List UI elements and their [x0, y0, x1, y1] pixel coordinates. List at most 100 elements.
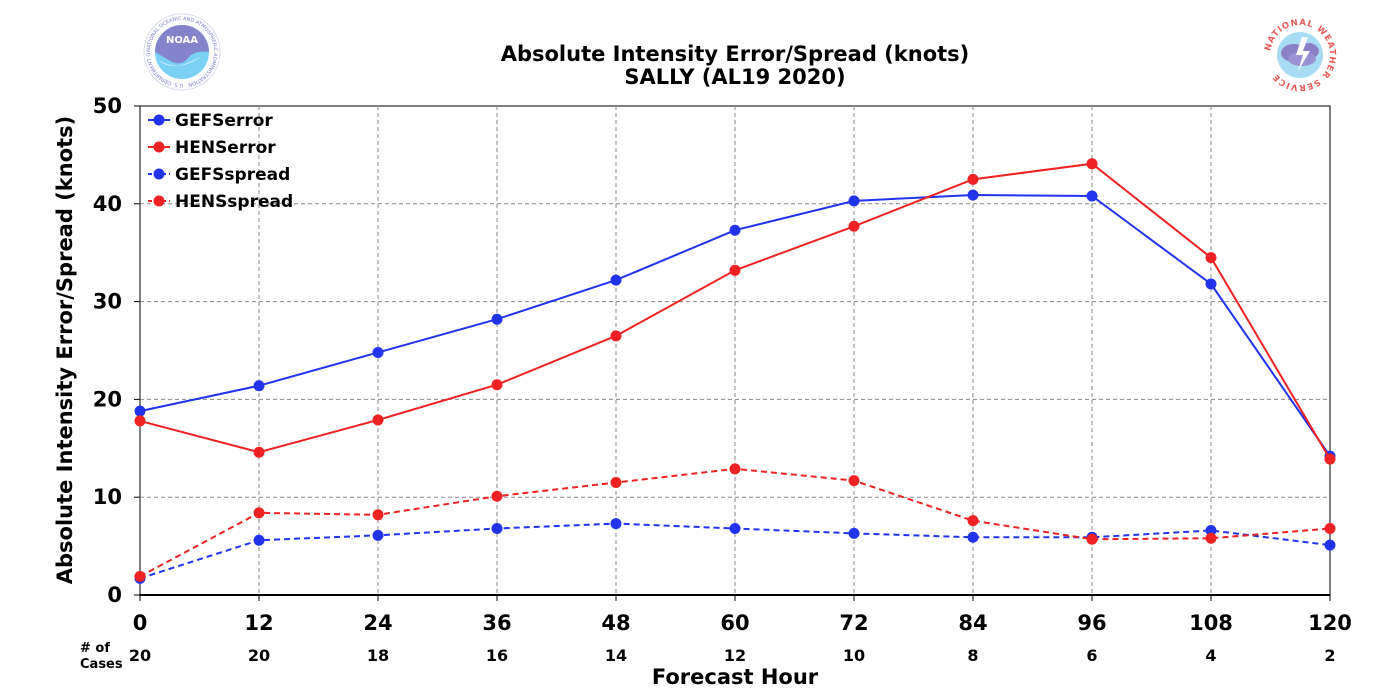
legend-item-hensspread: HENSspread: [148, 192, 293, 212]
data-point-gefsspread: [610, 518, 622, 530]
data-point-gefsspread: [1324, 539, 1336, 551]
legend-item-henserror: HENSerror: [148, 138, 276, 158]
data-point-gefserror: [253, 380, 265, 392]
cases-row: 20 20 18 16 14 12 10 8 6 4 2: [129, 646, 1336, 665]
data-point-gefserror: [372, 346, 384, 358]
data-point-henserror: [491, 379, 503, 391]
case-count-label: 18: [367, 646, 389, 665]
series-layer: [134, 158, 1336, 584]
data-point-gefsspread: [253, 534, 265, 546]
data-point-gefserror: [134, 405, 146, 417]
case-count-label: 14: [605, 646, 627, 665]
data-point-henserror: [1086, 158, 1098, 170]
x-tick-label: 72: [839, 611, 868, 635]
grid: [140, 106, 1330, 595]
data-point-gefserror: [848, 195, 860, 207]
data-point-henserror: [967, 173, 979, 185]
y-tick-label: 50: [93, 94, 122, 118]
data-point-henserror: [848, 220, 860, 232]
noaa-logo: NATIONAL OCEANIC AND ATMOSPHERIC ADMINIS…: [143, 13, 221, 91]
legend: GEFSerror HENSerror GEFSspread HENSspread: [148, 111, 293, 212]
data-point-gefsspread: [1205, 524, 1217, 536]
legend-label: HENSspread: [175, 192, 293, 212]
data-point-henserror: [610, 330, 622, 342]
data-point-hensspread: [848, 475, 860, 487]
legend-swatch-marker: [153, 195, 165, 207]
data-point-henserror: [1324, 453, 1336, 465]
data-point-gefserror: [610, 274, 622, 286]
chart-subtitle: SALLY (AL19 2020): [624, 65, 845, 89]
x-tick-label: 0: [133, 611, 148, 635]
data-point-hensspread: [610, 477, 622, 489]
y-axis: 0 10 20 30 40 50: [93, 94, 140, 607]
x-tick-label: 108: [1189, 611, 1233, 635]
data-point-gefsspread: [491, 522, 503, 534]
case-count-label: 12: [724, 646, 746, 665]
data-point-hensspread: [372, 509, 384, 521]
x-tick-label: 36: [482, 611, 511, 635]
x-tick-label: 24: [363, 611, 392, 635]
x-axis-title: Forecast Hour: [652, 665, 819, 689]
y-tick-label: 0: [107, 583, 122, 607]
case-count-label: 10: [843, 646, 865, 665]
series-gefsspread: [134, 518, 1336, 584]
data-point-hensspread: [729, 463, 741, 475]
chart-title: Absolute Intensity Error/Spread (knots): [501, 42, 970, 66]
data-point-hensspread: [1205, 532, 1217, 544]
y-tick-label: 40: [93, 192, 122, 216]
x-tick-label: 96: [1077, 611, 1106, 635]
data-point-henserror: [253, 446, 265, 458]
legend-swatch-marker: [153, 114, 165, 126]
case-count-label: 6: [1086, 646, 1097, 665]
noaa-logo-text: NOAA: [166, 35, 198, 46]
nws-logo: NATIONAL WEATHER SERVICE: [1263, 18, 1337, 92]
x-tick-label: 84: [958, 611, 987, 635]
legend-label: GEFSspread: [175, 165, 290, 185]
y-tick-label: 10: [93, 485, 122, 509]
legend-item-gefsspread: GEFSspread: [148, 165, 290, 185]
data-point-gefserror: [1086, 190, 1098, 202]
x-tick-label: 60: [720, 611, 749, 635]
y-axis-title: Absolute Intensity Error/Spread (knots): [53, 116, 77, 585]
cases-label: # of Cases: [80, 641, 123, 672]
legend-item-gefserror: GEFSerror: [148, 111, 273, 131]
case-count-label: 8: [967, 646, 978, 665]
series-hensspread: [134, 463, 1336, 582]
data-point-gefserror: [729, 224, 741, 236]
y-tick-label: 30: [93, 290, 122, 314]
x-tick-label: 48: [601, 611, 630, 635]
x-axis: 0 12 24 36 48 60 72 84 96 108 120: [133, 595, 1352, 635]
legend-swatch-marker: [153, 168, 165, 180]
data-point-gefsspread: [848, 527, 860, 539]
cases-label-line-2: Cases: [80, 657, 123, 672]
data-point-gefsspread: [729, 522, 741, 534]
data-point-henserror: [134, 415, 146, 427]
data-point-gefsspread: [372, 529, 384, 541]
data-point-hensspread: [1324, 522, 1336, 534]
case-count-label: 16: [486, 646, 508, 665]
data-point-gefserror: [1205, 278, 1217, 290]
data-point-hensspread: [491, 490, 503, 502]
legend-label: HENSerror: [175, 138, 276, 158]
series-henserror: [134, 158, 1336, 465]
y-tick-label: 20: [93, 387, 122, 411]
data-point-gefserror: [491, 313, 503, 325]
data-point-henserror: [372, 414, 384, 426]
data-point-hensspread: [967, 515, 979, 527]
data-point-gefserror: [967, 189, 979, 201]
case-count-label: 2: [1324, 646, 1335, 665]
cases-label-line-1: # of: [80, 641, 110, 656]
legend-swatch-marker: [153, 141, 165, 153]
data-point-hensspread: [253, 507, 265, 519]
data-point-hensspread: [134, 570, 146, 582]
data-point-gefsspread: [967, 531, 979, 543]
legend-label: GEFSerror: [175, 111, 273, 131]
x-tick-label: 120: [1308, 611, 1352, 635]
case-count-label: 4: [1205, 646, 1216, 665]
data-point-henserror: [1205, 252, 1217, 264]
case-count-label: 20: [129, 646, 151, 665]
data-point-henserror: [729, 264, 741, 276]
x-tick-label: 12: [244, 611, 273, 635]
case-count-label: 20: [248, 646, 270, 665]
